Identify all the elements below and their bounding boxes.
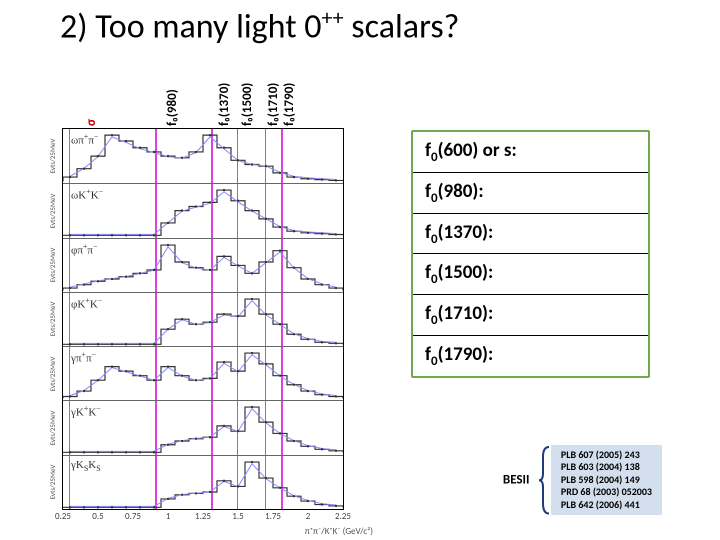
y-axis-label: Evts/25MeV <box>48 465 57 500</box>
y-axis-label: Evts/25MeV <box>48 194 57 229</box>
f0-item: f0(1500): <box>413 254 648 295</box>
chart-panel: Evts/25MeVγK+K− <box>63 400 343 454</box>
x-tick: 0.25 <box>55 511 71 522</box>
y-axis-label: Evts/25MeV <box>48 302 57 337</box>
slide-title: 2) Too many light 0++ scalars? <box>60 4 459 47</box>
x-tick: 2.25 <box>335 511 351 522</box>
y-axis-label: Evts/25MeV <box>48 356 57 391</box>
x-axis-label: π⁺π⁻/K⁺K⁻ (GeV/c²) <box>305 526 373 537</box>
title-sup: ++ <box>322 4 344 31</box>
title-pre: 2) Too many light 0 <box>60 6 322 47</box>
vertical-label: f₀(1790) <box>282 83 297 126</box>
reference-line: PLB 642 (2006) 441 <box>561 499 652 512</box>
f0-table: f0(600) or s:f0(980):f0(1370):f0(1500):f… <box>411 130 650 378</box>
f0-item: f0(980): <box>413 173 648 214</box>
vertical-label: f₀(1500) <box>240 83 255 126</box>
vertical-labels: σf₀(980)f₀(1370)f₀(1500)f₀(1710)f₀(1790) <box>92 46 362 126</box>
histogram <box>63 347 343 400</box>
vertical-label: f₀(1370) <box>217 83 232 126</box>
chart-panel: Evts/25MeVγKSKS <box>63 455 343 509</box>
histogram <box>63 401 343 454</box>
besii-label: BESII <box>503 472 530 487</box>
histogram <box>63 456 343 509</box>
y-axis-label: Evts/25MeV <box>48 248 57 283</box>
title-post: scalars? <box>344 6 460 47</box>
x-tick: 1.5 <box>232 511 243 522</box>
histogram <box>63 129 343 183</box>
x-tick: 0.5 <box>92 511 103 522</box>
f0-item: f0(1790): <box>413 336 648 376</box>
chart-panel: Evts/25MeVφK+K− <box>63 292 343 346</box>
references-list: PLB 607 (2005) 243PLB 603 (2004) 138PLB … <box>551 445 662 516</box>
reference-line: PLB 603 (2004) 138 <box>561 461 652 474</box>
x-axis: 0.250.50.7511.251.51.7522.25 <box>63 511 343 525</box>
histogram <box>63 293 343 346</box>
vertical-label: f₀(1710) <box>266 83 281 126</box>
vertical-label: f₀(980) <box>165 89 180 126</box>
chart-panel: Evts/25MeVφπ+π− <box>63 238 343 292</box>
vertical-label: σ <box>84 119 99 126</box>
references-box: BESII PLB 607 (2005) 243PLB 603 (2004) 1… <box>551 445 662 516</box>
x-tick: 1.25 <box>195 511 211 522</box>
x-tick: 1 <box>166 511 171 522</box>
curly-bracket-icon <box>539 445 551 516</box>
reference-line: PRD 68 (2003) 052003 <box>561 486 652 499</box>
y-axis-label: Evts/25MeV <box>48 139 57 174</box>
x-tick: 0.75 <box>125 511 141 522</box>
chart-panel: Evts/25MeVωπ+π− <box>63 129 343 183</box>
f0-item: f0(1370): <box>413 214 648 255</box>
f0-item: f0(600) or s: <box>413 132 648 173</box>
chart-area: Evts/25MeVωπ+π−Evts/25MeVωK+K−Evts/25MeV… <box>62 128 344 510</box>
chart-panel: Evts/25MeVγπ+π− <box>63 346 343 400</box>
x-tick: 1.75 <box>265 511 281 522</box>
histogram <box>63 239 343 292</box>
f0-item: f0(1710): <box>413 295 648 336</box>
y-axis-label: Evts/25MeV <box>48 411 57 446</box>
x-tick: 2 <box>306 511 311 522</box>
histogram <box>63 184 343 237</box>
chart-panel: Evts/25MeVωK+K− <box>63 183 343 237</box>
